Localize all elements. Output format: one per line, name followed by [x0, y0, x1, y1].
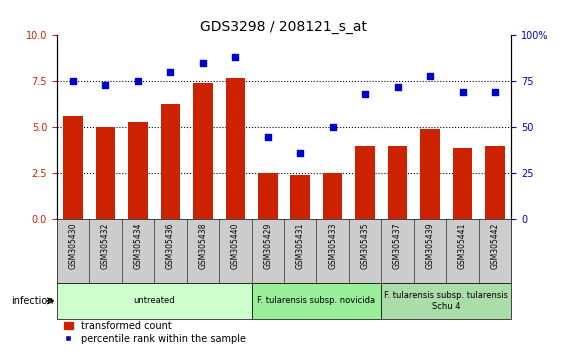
Legend: transformed count, percentile rank within the sample: transformed count, percentile rank withi…: [62, 319, 248, 346]
Point: [198, 60, 207, 66]
Text: untreated: untreated: [133, 296, 175, 306]
Point: [133, 79, 143, 84]
Text: GSM305436: GSM305436: [166, 223, 175, 269]
Text: F. tularensis subsp. novicida: F. tularensis subsp. novicida: [257, 296, 375, 306]
Bar: [193, 83, 212, 219]
Text: GSM305435: GSM305435: [361, 223, 370, 269]
Point: [231, 55, 240, 60]
Point: [393, 84, 402, 90]
Point: [425, 73, 435, 79]
Bar: [388, 146, 407, 219]
Bar: [258, 173, 278, 219]
Bar: [356, 146, 375, 219]
Bar: [128, 122, 148, 219]
Point: [166, 69, 175, 75]
Text: GSM305439: GSM305439: [425, 223, 435, 269]
Bar: [323, 173, 343, 219]
Bar: [485, 146, 505, 219]
Text: GSM305429: GSM305429: [264, 223, 272, 269]
Point: [69, 79, 78, 84]
Point: [490, 90, 499, 95]
Text: F. tularensis subsp. tularensis
Schu 4: F. tularensis subsp. tularensis Schu 4: [385, 291, 508, 310]
Bar: [252, 283, 381, 319]
Text: GSM305433: GSM305433: [328, 223, 337, 269]
Text: GSM305440: GSM305440: [231, 223, 240, 269]
Text: GSM305442: GSM305442: [491, 223, 499, 269]
Text: GSM305434: GSM305434: [133, 223, 143, 269]
Bar: [57, 283, 252, 319]
Bar: [225, 78, 245, 219]
Text: GSM305432: GSM305432: [101, 223, 110, 269]
Text: GSM305441: GSM305441: [458, 223, 467, 269]
Text: infection: infection: [11, 296, 54, 306]
Point: [296, 150, 305, 156]
Bar: [161, 103, 180, 219]
Bar: [290, 175, 310, 219]
Point: [361, 91, 370, 97]
Point: [328, 125, 337, 130]
Point: [101, 82, 110, 88]
Text: GSM305437: GSM305437: [393, 223, 402, 269]
Bar: [453, 148, 472, 219]
Bar: [381, 283, 511, 319]
Bar: [420, 129, 440, 219]
Bar: [96, 127, 115, 219]
Text: GSM305431: GSM305431: [296, 223, 304, 269]
Text: GSM305438: GSM305438: [198, 223, 207, 269]
Title: GDS3298 / 208121_s_at: GDS3298 / 208121_s_at: [201, 21, 367, 34]
Bar: [63, 116, 83, 219]
Point: [458, 90, 467, 95]
Text: GSM305430: GSM305430: [69, 223, 77, 269]
Point: [263, 134, 272, 139]
